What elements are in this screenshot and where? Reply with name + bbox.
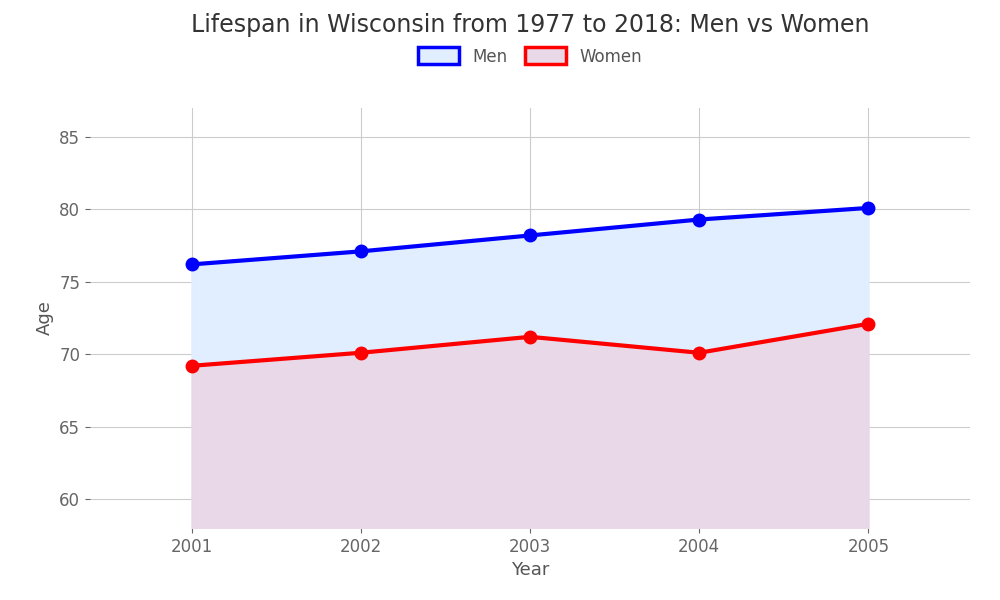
Women bbox=[186, 362, 198, 370]
Men bbox=[355, 248, 367, 255]
Title: Lifespan in Wisconsin from 1977 to 2018: Men vs Women: Lifespan in Wisconsin from 1977 to 2018:… bbox=[191, 13, 869, 37]
Women bbox=[693, 349, 705, 356]
Line: Women: Women bbox=[186, 318, 874, 371]
Women bbox=[355, 349, 367, 356]
Men bbox=[186, 261, 198, 268]
Legend: Men, Women: Men, Women bbox=[411, 41, 649, 72]
Women bbox=[862, 320, 874, 328]
Men bbox=[524, 232, 536, 239]
Line: Men: Men bbox=[186, 202, 874, 270]
Men bbox=[693, 216, 705, 223]
Women bbox=[524, 333, 536, 340]
X-axis label: Year: Year bbox=[511, 561, 549, 579]
Men bbox=[862, 205, 874, 212]
Y-axis label: Age: Age bbox=[36, 301, 54, 335]
